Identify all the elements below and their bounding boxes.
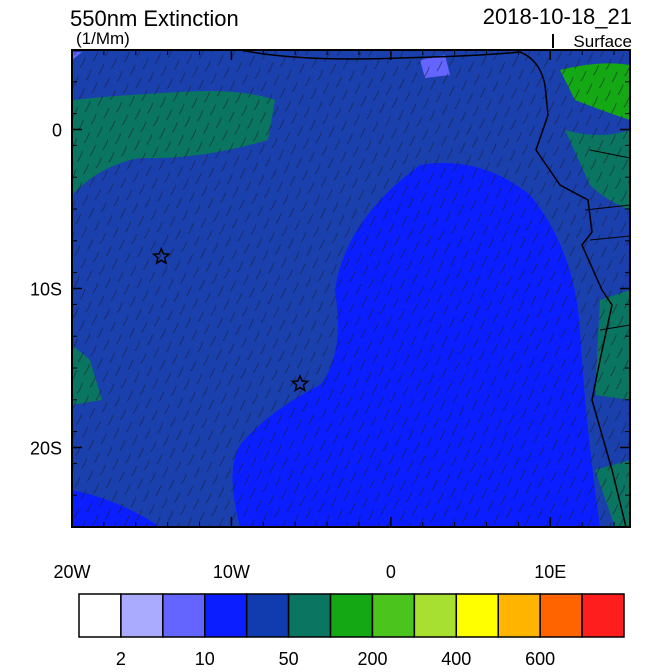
map-field xyxy=(72,50,630,527)
colorbar-box xyxy=(78,593,122,638)
borders xyxy=(584,149,630,331)
colorbar-box xyxy=(162,593,206,638)
colorbar-box xyxy=(455,593,499,638)
y-tick-label: 10S xyxy=(30,280,62,300)
colorbar-label: 200 xyxy=(357,649,387,667)
wind-barbs xyxy=(72,50,630,527)
colorbar: 2 10 50 200 400 600 xyxy=(78,593,625,669)
level: Surface xyxy=(573,32,632,51)
colorbar-label: 2 xyxy=(116,649,126,667)
units: (1/Mm) xyxy=(76,29,130,48)
axes: 20W 10W 0 10E 0 10S 20S xyxy=(30,49,630,582)
colorbar-box xyxy=(120,593,164,638)
x-tick-label: 10E xyxy=(534,562,566,582)
x-tick-label: 20W xyxy=(53,562,90,582)
colorbar-box xyxy=(204,593,248,638)
site-marker xyxy=(290,373,310,392)
y-tick-label: 0 xyxy=(52,121,62,141)
coastline xyxy=(239,50,627,527)
colorbar-box xyxy=(413,593,458,638)
title: 550nm Extinction xyxy=(70,6,239,31)
colorbar-box xyxy=(581,593,625,638)
y-tick-label: 20S xyxy=(30,439,62,459)
site-marker xyxy=(151,246,171,265)
colorbar-label: 400 xyxy=(441,649,471,667)
colorbar-box xyxy=(287,593,332,638)
colorbar-box xyxy=(497,593,541,638)
colorbar-box xyxy=(329,593,374,638)
colorbar-box xyxy=(371,593,416,638)
time: 2018-10-18_21 xyxy=(483,4,632,29)
x-tick-label: 10W xyxy=(213,562,250,582)
colorbar-box xyxy=(539,593,583,638)
colorbar-label: 600 xyxy=(525,649,555,667)
x-tick-label: 0 xyxy=(386,562,396,582)
colorbar-label: 50 xyxy=(279,649,299,667)
colorbar-label: 10 xyxy=(195,649,215,667)
colorbar-box xyxy=(245,593,290,638)
